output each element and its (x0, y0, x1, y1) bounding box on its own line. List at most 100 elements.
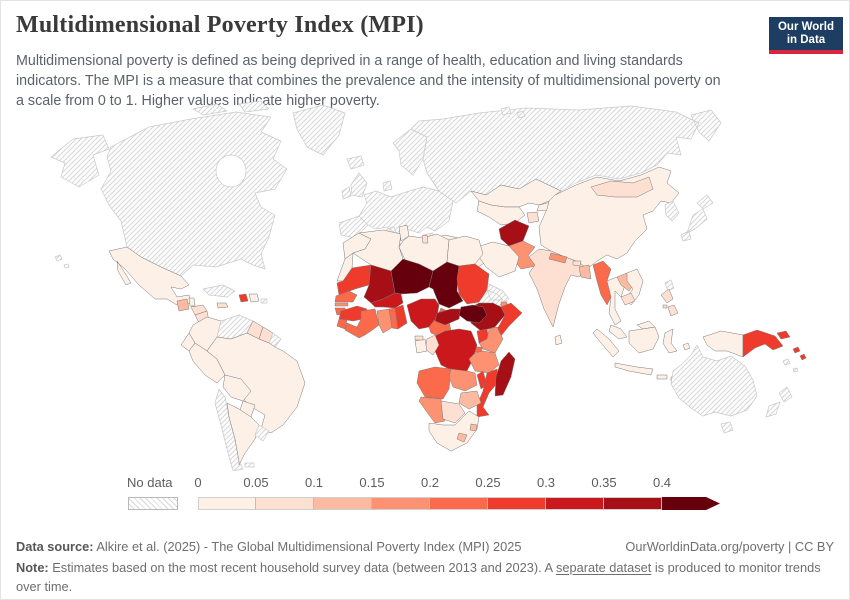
legend-tick: 0.15 (359, 475, 385, 490)
country-ivory-coast[interactable] (356, 308, 380, 336)
country-north-america[interactable] (50, 100, 288, 277)
country-cambodia[interactable] (620, 292, 636, 306)
country-korea[interactable] (664, 200, 680, 222)
country-central-african-republic[interactable] (434, 308, 462, 326)
legend-tick: 0.05 (243, 475, 269, 490)
country-guatemala[interactable] (176, 298, 190, 312)
legend-bin-0.3-0.35[interactable] (546, 497, 604, 510)
country-liberia[interactable] (344, 322, 366, 339)
page-title: Multidimensional Poverty Index (MPI) (16, 12, 424, 38)
legend-bin-0.1-0.15[interactable] (314, 497, 372, 510)
legend-bin-0.35-0.4[interactable] (604, 497, 662, 510)
country-india[interactable] (528, 248, 588, 328)
country-tajikistan[interactable] (526, 211, 540, 224)
country-kenya[interactable] (478, 326, 504, 354)
country-benin[interactable] (394, 304, 408, 330)
country-angola[interactable] (416, 366, 452, 400)
country-sierra-leone[interactable] (336, 318, 348, 330)
country-zambia[interactable] (448, 368, 478, 392)
country-sri-lanka[interactable] (554, 334, 563, 346)
legend-bin-0.25-0.3[interactable] (488, 497, 546, 510)
country-uruguay[interactable] (254, 424, 270, 442)
country-chad[interactable] (428, 261, 464, 309)
country-gabon[interactable] (414, 338, 428, 354)
country-eswatini[interactable] (469, 423, 478, 432)
country-hawaii[interactable] (54, 254, 70, 269)
country-lesotho[interactable] (456, 432, 468, 443)
country-haiti[interactable] (238, 293, 249, 303)
country-iceland[interactable] (346, 155, 365, 170)
country-mexico[interactable] (108, 246, 192, 306)
country-solomon-islands[interactable] (792, 346, 807, 361)
country-falkland-islands[interactable] (244, 462, 255, 468)
country-iran[interactable] (476, 241, 520, 278)
country-svalbard[interactable] (500, 106, 526, 119)
country-philippines[interactable] (660, 288, 679, 317)
country-jamaica[interactable] (216, 302, 229, 309)
country-gambia[interactable] (334, 302, 349, 307)
note-text-1: Estimates based on the most recent house… (52, 560, 553, 575)
chart-subtitle: Multidimensional poverty is defined as b… (16, 51, 721, 111)
legend-tick: 0.35 (591, 475, 617, 490)
country-eritrea[interactable] (486, 289, 504, 301)
legend-bin-0.2-0.25[interactable] (430, 497, 488, 510)
country-equatorial-guinea[interactable] (414, 335, 424, 341)
country-papua-new-guinea[interactable] (742, 329, 791, 358)
country-senegal[interactable] (334, 290, 358, 303)
legend-ticks: 0 0.05 0.1 0.15 0.2 0.25 0.3 0.35 0.4 (194, 475, 728, 490)
country-uzbekistan[interactable] (476, 200, 526, 226)
country-australia[interactable] (670, 344, 758, 434)
country-madagascar[interactable] (494, 351, 516, 397)
country-new-zealand[interactable] (765, 386, 793, 418)
data-source-label: Data source: (16, 539, 94, 554)
country-south-sudan[interactable] (458, 304, 488, 324)
country-indonesia[interactable] (592, 326, 744, 382)
owid-url-link[interactable]: OurWorldinData.org/poverty | CC BY (625, 539, 834, 554)
legend-bin-0-0.05[interactable] (198, 497, 256, 510)
country-ghana[interactable] (376, 308, 394, 334)
legend-tick: 0.25 (475, 475, 501, 490)
country-argentina[interactable] (226, 402, 260, 466)
legend-tick: 0 (194, 475, 202, 490)
legend-tick: 0.3 (536, 475, 556, 490)
legend-bin-0.05-0.1[interactable] (256, 497, 314, 510)
note-label: Note: (16, 560, 49, 575)
note-text-2: is produced to monitor trends over time. (16, 560, 821, 594)
country-greenland[interactable] (292, 104, 346, 156)
country-burkina-faso[interactable] (370, 292, 404, 309)
legend-bin-0.15-0.2[interactable] (372, 497, 430, 510)
country-bangladesh[interactable] (578, 264, 592, 280)
country-chile[interactable] (214, 388, 244, 471)
country-belize[interactable] (188, 297, 196, 307)
legend-bin-0.4+[interactable] (662, 497, 720, 510)
no-data-swatch[interactable] (128, 497, 178, 510)
country-nepal[interactable] (548, 252, 568, 264)
country-pacific-islands[interactable] (782, 358, 799, 373)
country-zimbabwe[interactable] (458, 390, 482, 410)
country-taiwan[interactable] (664, 279, 675, 292)
country-albania[interactable] (421, 234, 429, 244)
country-namibia[interactable] (418, 396, 446, 424)
country-sudan[interactable] (456, 263, 490, 305)
country-south-africa[interactable] (428, 410, 480, 452)
logo-text-line1: Our World (777, 20, 834, 33)
legend-tick: 0.1 (304, 475, 324, 490)
country-tanzania[interactable] (468, 350, 500, 374)
country-western-sahara[interactable] (336, 252, 354, 282)
owid-logo[interactable]: Our World in Data (769, 17, 843, 54)
hudson-bay (215, 154, 247, 188)
country-japan[interactable] (680, 194, 714, 242)
subtitle-line: a scale from 0 to 1. Higher values indic… (16, 93, 380, 109)
country-botswana[interactable] (440, 400, 466, 424)
country-puerto-rico[interactable] (260, 298, 268, 304)
country-russia[interactable] (410, 105, 722, 204)
country-bhutan[interactable] (572, 260, 582, 267)
separate-dataset-link[interactable]: separate dataset (555, 560, 652, 575)
country-dominican-republic[interactable] (248, 293, 260, 303)
subtitle-line: indicators. The MPI is a measure that co… (16, 73, 721, 89)
country-cuba[interactable] (202, 284, 236, 298)
no-data-label: No data (127, 475, 173, 490)
legend-tick: 0.4 (652, 475, 672, 490)
country-mongolia[interactable] (590, 176, 654, 198)
